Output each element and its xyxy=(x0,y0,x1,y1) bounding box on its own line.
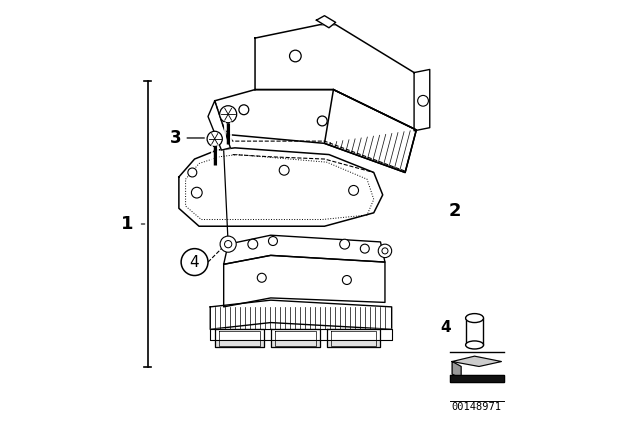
Circle shape xyxy=(248,239,258,249)
Polygon shape xyxy=(215,90,417,172)
Circle shape xyxy=(220,106,237,123)
Circle shape xyxy=(382,248,388,254)
Text: 1: 1 xyxy=(121,215,134,233)
Circle shape xyxy=(225,241,232,248)
Text: 2: 2 xyxy=(448,202,461,220)
Circle shape xyxy=(360,244,369,253)
Text: 3: 3 xyxy=(170,129,204,147)
Polygon shape xyxy=(450,375,504,382)
Bar xyxy=(467,318,483,345)
Circle shape xyxy=(378,244,392,258)
Circle shape xyxy=(418,95,428,106)
Ellipse shape xyxy=(466,314,484,323)
Circle shape xyxy=(349,185,358,195)
Text: 4: 4 xyxy=(189,254,200,270)
Circle shape xyxy=(188,168,197,177)
Circle shape xyxy=(207,131,222,146)
Polygon shape xyxy=(210,329,392,340)
Polygon shape xyxy=(327,329,380,347)
Circle shape xyxy=(239,105,249,115)
Circle shape xyxy=(279,165,289,175)
Circle shape xyxy=(317,116,327,126)
Polygon shape xyxy=(215,329,264,347)
Polygon shape xyxy=(210,300,392,329)
Polygon shape xyxy=(224,235,385,264)
Polygon shape xyxy=(271,329,320,347)
Circle shape xyxy=(340,239,349,249)
Circle shape xyxy=(181,249,208,276)
Polygon shape xyxy=(452,356,502,366)
Circle shape xyxy=(257,273,266,282)
Polygon shape xyxy=(324,90,417,172)
Polygon shape xyxy=(179,148,383,226)
Circle shape xyxy=(220,236,236,252)
Text: 00148971: 00148971 xyxy=(452,402,502,412)
Polygon shape xyxy=(414,69,430,131)
Polygon shape xyxy=(316,16,336,28)
Circle shape xyxy=(342,276,351,284)
Text: 4: 4 xyxy=(440,319,451,335)
Circle shape xyxy=(191,187,202,198)
Polygon shape xyxy=(224,255,385,307)
Polygon shape xyxy=(208,101,230,150)
Ellipse shape xyxy=(466,341,484,349)
Polygon shape xyxy=(452,362,461,379)
Circle shape xyxy=(269,237,278,246)
Circle shape xyxy=(289,50,301,62)
Polygon shape xyxy=(255,25,417,130)
